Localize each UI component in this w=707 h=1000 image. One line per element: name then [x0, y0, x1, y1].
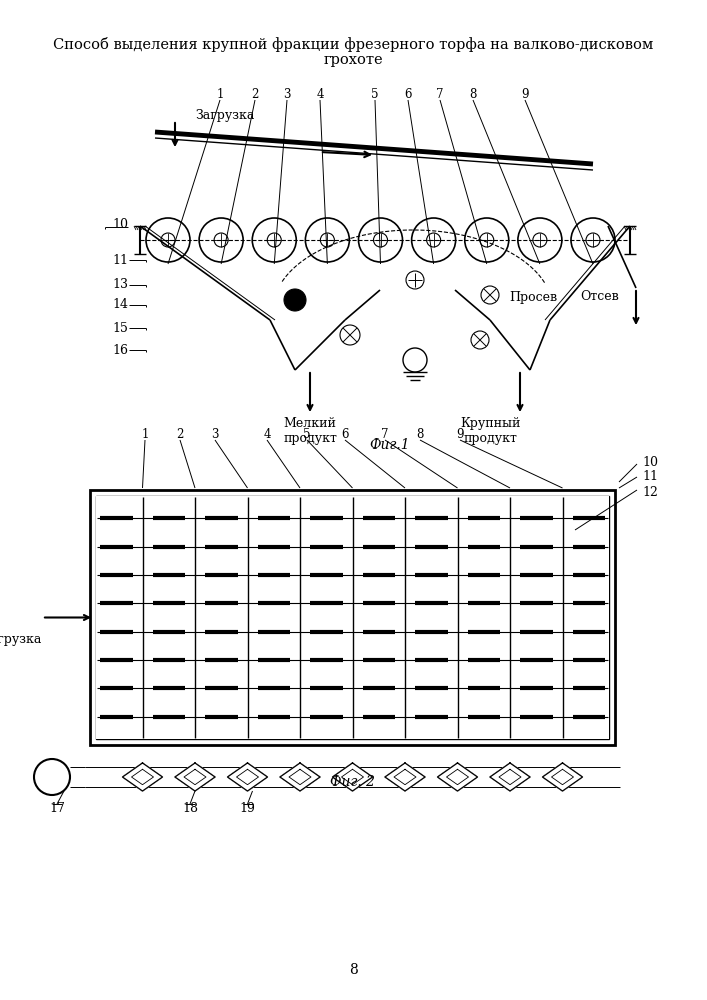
Text: 3: 3: [284, 89, 291, 102]
Text: 8: 8: [416, 428, 423, 442]
Text: Загрузка: Загрузка: [195, 108, 255, 121]
Text: 4: 4: [263, 428, 271, 442]
Text: 2: 2: [251, 89, 259, 102]
Polygon shape: [280, 763, 320, 791]
Text: Способ выделения крупной фракции фрезерного торфа на валково-дисковом: Способ выделения крупной фракции фрезерн…: [53, 37, 653, 52]
Polygon shape: [122, 763, 163, 791]
Text: 18: 18: [182, 802, 198, 816]
Text: Мелкий
продукт: Мелкий продукт: [283, 417, 337, 445]
Text: 17: 17: [49, 802, 65, 816]
Text: 19: 19: [240, 802, 255, 816]
Text: 8: 8: [469, 89, 477, 102]
Polygon shape: [438, 763, 477, 791]
Text: 12: 12: [642, 486, 658, 498]
Text: 4: 4: [316, 89, 324, 102]
Text: 7: 7: [381, 428, 389, 442]
Text: 6: 6: [341, 428, 349, 442]
Text: 13: 13: [112, 278, 128, 292]
Text: Загрузка: Загрузка: [0, 633, 42, 646]
Polygon shape: [385, 763, 425, 791]
Text: 6: 6: [404, 89, 411, 102]
Text: Фиг.1: Фиг.1: [370, 438, 410, 452]
Text: 2: 2: [176, 428, 184, 442]
Text: 15: 15: [112, 322, 128, 334]
Bar: [96, 496, 609, 739]
Text: 5: 5: [303, 428, 311, 442]
Text: Отсев: Отсев: [580, 290, 619, 304]
Polygon shape: [490, 763, 530, 791]
Text: Крупный
продукт: Крупный продукт: [460, 417, 520, 445]
Circle shape: [34, 759, 70, 795]
Text: 9: 9: [521, 89, 529, 102]
Polygon shape: [175, 763, 215, 791]
Text: 7: 7: [436, 89, 444, 102]
Bar: [96, 496, 609, 739]
Text: 5: 5: [371, 89, 379, 102]
Text: М: М: [44, 770, 60, 784]
Polygon shape: [228, 763, 267, 791]
Text: 8: 8: [349, 963, 357, 977]
Text: 14: 14: [112, 298, 128, 312]
Circle shape: [284, 289, 306, 311]
Text: 1: 1: [141, 428, 148, 442]
Text: грохоте: грохоте: [323, 53, 382, 67]
Text: 3: 3: [211, 428, 218, 442]
Text: 9: 9: [456, 428, 464, 442]
Text: Просев: Просев: [509, 290, 557, 304]
Polygon shape: [542, 763, 583, 791]
Text: 10: 10: [112, 219, 128, 232]
Text: 1: 1: [216, 89, 223, 102]
Text: 11: 11: [642, 470, 658, 483]
Text: Фиг. 2: Фиг. 2: [330, 775, 375, 789]
Polygon shape: [332, 763, 373, 791]
Text: 11: 11: [112, 253, 128, 266]
Text: 16: 16: [112, 344, 128, 357]
Bar: [90, 490, 615, 745]
Text: 10: 10: [642, 456, 658, 468]
